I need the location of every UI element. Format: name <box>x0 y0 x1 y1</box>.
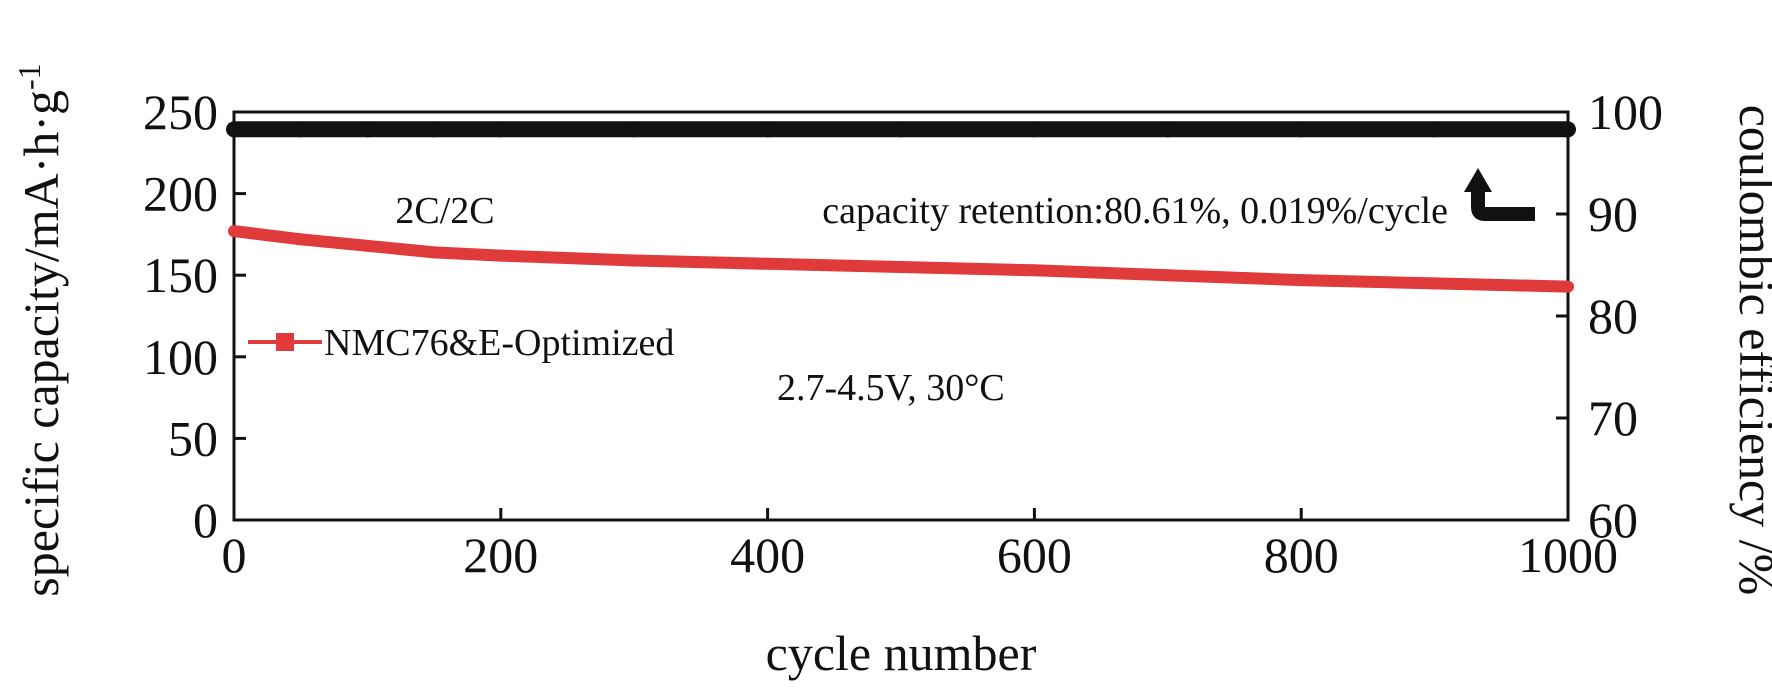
efficiency-data-point <box>426 121 443 138</box>
capacity-data-point <box>628 254 641 267</box>
x-tick-label: 1000 <box>1518 527 1618 583</box>
efficiency-data-point <box>759 121 776 138</box>
arrow-to-right-axis-icon <box>1471 190 1535 221</box>
y2-tick-label: 90 <box>1588 186 1638 242</box>
capacity-data-point <box>494 249 507 262</box>
efficiency-data-point <box>226 121 242 138</box>
capacity-data-point <box>1161 269 1174 282</box>
efficiency-data-point <box>1293 121 1310 138</box>
efficiency-data-point <box>492 121 509 138</box>
y-axis-title-superscript: -1 <box>11 63 47 90</box>
y2-tick-label: 70 <box>1588 390 1638 446</box>
plot-frame <box>232 110 1570 522</box>
y-tick-label: 250 <box>143 84 218 140</box>
x-axis-ticks: 0 200 400 600 800 1000 <box>222 508 1618 583</box>
y-tick-label: 50 <box>168 410 218 466</box>
y2-tick-label: 100 <box>1588 84 1663 140</box>
y-axis-title-main: specific capacity/mA·h·g <box>13 90 69 597</box>
x-tick-label: 0 <box>222 527 247 583</box>
x-tick-label: 600 <box>997 527 1072 583</box>
capacity-data-point <box>228 225 240 238</box>
x-tick-label: 800 <box>1264 527 1339 583</box>
y-tick-label: 100 <box>143 329 218 385</box>
y2-axis-title: coulombic efficiency /% <box>1729 105 1772 596</box>
y-axis-ticks: 0 50 100 150 200 250 <box>143 84 246 548</box>
y2-tick-label: 80 <box>1588 288 1638 344</box>
y-axis-title: specific capacity/mA·h·g-1 <box>11 63 69 596</box>
efficiency-data-point <box>359 121 376 138</box>
capacity-data-point <box>1428 277 1441 290</box>
efficiency-data-point <box>1560 121 1576 138</box>
capacity-data-point <box>294 233 307 246</box>
legend: NMC76&E-Optimized <box>248 322 674 364</box>
efficiency-data-point <box>626 121 643 138</box>
efficiency-data-point <box>1026 121 1043 138</box>
efficiency-data-point <box>1159 121 1176 138</box>
y2-axis-ticks: 60 70 80 90 100 <box>1556 84 1663 548</box>
capacity-series-layer <box>228 225 1574 293</box>
capacity-series-line <box>233 225 1569 293</box>
capacity-data-point <box>1295 274 1308 287</box>
voltage-annotation: 2.7-4.5V, 30°C <box>777 367 1005 409</box>
efficiency-series-layer <box>226 121 1576 138</box>
efficiency-data-point <box>292 121 309 138</box>
legend-marker-icon <box>276 333 294 351</box>
arrow-head-icon <box>1464 168 1492 192</box>
capacity-data-point <box>1028 264 1041 277</box>
capacity-data-point <box>1562 280 1574 293</box>
y2-tick-label: 60 <box>1588 492 1638 548</box>
capacity-data-point <box>895 261 907 274</box>
retention-annotation: capacity retention:80.61%, 0.019%/cycle <box>822 190 1448 232</box>
rate-annotation: 2C/2C <box>395 190 494 232</box>
efficiency-data-point <box>1426 121 1443 138</box>
legend-label: NMC76&E-Optimized <box>324 322 674 364</box>
x-axis-title: cycle number <box>766 625 1037 681</box>
x-tick-label: 400 <box>730 527 805 583</box>
y-tick-label: 0 <box>193 492 218 548</box>
efficiency-data-point <box>893 121 909 138</box>
y-tick-label: 150 <box>143 247 218 303</box>
capacity-data-point <box>761 257 774 270</box>
capacity-data-point <box>361 239 374 252</box>
capacity-data-point <box>428 246 441 259</box>
x-tick-label: 200 <box>463 527 538 583</box>
y-tick-label: 200 <box>143 166 218 222</box>
